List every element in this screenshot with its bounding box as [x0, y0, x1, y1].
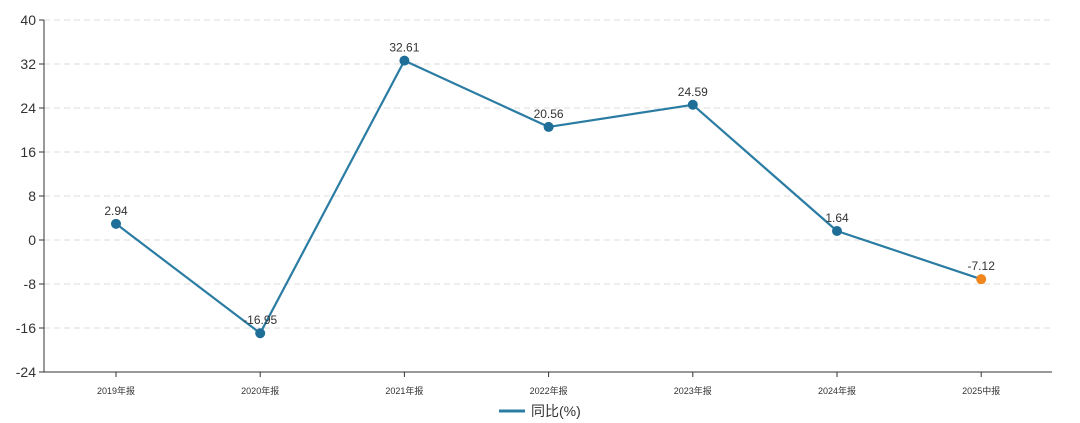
- x-tick-label: 2024年报: [818, 385, 856, 396]
- axes: [39, 19, 1052, 377]
- data-labels: 2.94 -16.95 32.61 20.56 24.59 1.64 -7.12: [104, 41, 995, 328]
- data-point: [111, 218, 121, 229]
- y-tick-label: 16: [20, 144, 36, 160]
- data-label: -7.12: [968, 259, 996, 273]
- data-point: [399, 55, 410, 66]
- data-label: 2.94: [104, 204, 128, 218]
- data-point: [687, 99, 698, 110]
- y-tick-label: -8: [24, 276, 37, 292]
- y-tick-label: 40: [20, 12, 36, 28]
- data-label: 20.56: [534, 107, 564, 121]
- data-point: [255, 328, 266, 339]
- x-tick-label: 2023年报: [674, 385, 712, 396]
- x-tick-label: 2022年报: [530, 385, 568, 396]
- y-tick-label: 32: [20, 56, 36, 72]
- legend[interactable]: 同比(%): [499, 403, 581, 419]
- data-point: [832, 225, 842, 236]
- data-label: 32.61: [389, 41, 419, 55]
- x-tick-label: 2025中报: [962, 385, 1000, 396]
- x-tick-label: 2019年报: [97, 385, 135, 396]
- y-tick-label: 0: [28, 232, 36, 248]
- data-label: 24.59: [678, 85, 708, 99]
- y-tick-label: 24: [20, 100, 36, 116]
- data-label: -16.95: [243, 313, 277, 327]
- legend-series-label: 同比(%): [531, 403, 581, 419]
- y-tick-labels: -24 -16 -8 0 8 16 24 32 40: [16, 12, 36, 380]
- data-point: [543, 121, 554, 132]
- y-tick-label: -16: [16, 320, 36, 336]
- data-label: 1.64: [825, 211, 849, 225]
- grid-lines: [44, 19, 1052, 329]
- series-line: [115, 59, 982, 335]
- series-line-path: [115, 59, 982, 335]
- y-tick-label: 8: [28, 188, 36, 204]
- x-tick-label: 2020年报: [241, 385, 279, 396]
- data-point: [976, 274, 987, 285]
- x-tick-label: 2021年报: [385, 385, 423, 396]
- x-tick-labels: 2019年报 2020年报 2021年报 2022年报 2023年报 2024年报 2025…: [97, 385, 1000, 396]
- data-points: [111, 55, 987, 339]
- y-tick-label: -24: [16, 364, 36, 380]
